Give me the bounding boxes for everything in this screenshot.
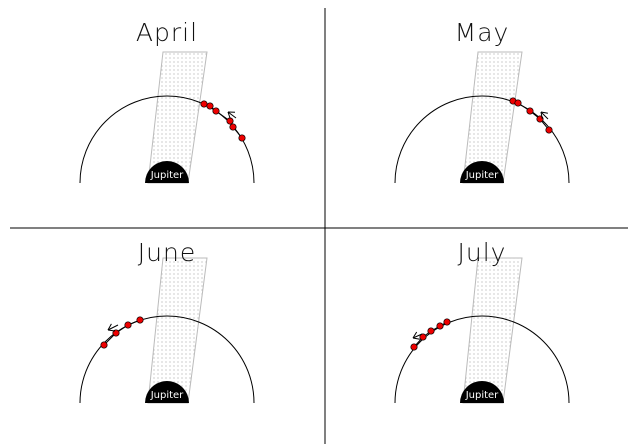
- arrow-head: [107, 323, 112, 331]
- moon-dot: [545, 126, 553, 134]
- arrow: [412, 333, 423, 339]
- moon-dot: [112, 329, 120, 337]
- moon-dot: [229, 123, 237, 131]
- jupiter-label: Jupiter: [465, 170, 499, 181]
- arrow: [107, 324, 119, 331]
- moon-dot: [206, 102, 214, 110]
- arrow: [227, 111, 237, 119]
- moon-dot: [200, 100, 208, 108]
- moon-dot: [226, 117, 234, 125]
- shadow-band: [462, 257, 523, 404]
- jupiter: [460, 161, 504, 183]
- orbit: [394, 95, 570, 184]
- jupiter: [145, 381, 189, 403]
- moon-dot: [238, 134, 246, 142]
- shadow-band: [147, 51, 208, 184]
- arrow-head: [540, 111, 548, 114]
- panel: Jupiter June: [79, 238, 255, 404]
- panel: Jupiter April: [79, 18, 255, 184]
- arrow: [540, 111, 549, 120]
- jupiter: [460, 381, 504, 403]
- panel: Jupiter July: [394, 238, 570, 404]
- panel-title: May: [455, 18, 510, 47]
- jupiter-label: Jupiter: [465, 390, 499, 401]
- arrow-head: [107, 329, 116, 332]
- moon-dot: [100, 341, 108, 349]
- moon-dot: [410, 343, 418, 351]
- moon-dot: [136, 316, 144, 324]
- moon-dot: [526, 107, 534, 115]
- arrow-head: [412, 337, 420, 340]
- panel-title: June: [138, 238, 196, 267]
- jupiter-label: Jupiter: [150, 390, 184, 401]
- jupiter-label: Jupiter: [150, 170, 184, 181]
- moon-dot: [419, 333, 427, 341]
- moon-dot: [124, 321, 132, 329]
- shadow-band: [147, 257, 208, 404]
- shadow-band: [462, 51, 523, 184]
- panel-title: April: [136, 18, 198, 47]
- moon-dot: [436, 322, 444, 330]
- panel: Jupiter May: [394, 18, 570, 184]
- moon-dot: [427, 327, 435, 335]
- panel-title: July: [458, 238, 507, 267]
- orbit: [79, 95, 255, 184]
- jupiter: [145, 161, 189, 183]
- orbit: [79, 315, 255, 404]
- orbit: [394, 315, 570, 404]
- moon-dot: [443, 318, 451, 326]
- moon-dot: [212, 107, 220, 115]
- arrow-head: [412, 331, 418, 339]
- moon-dot: [514, 99, 522, 107]
- arrow-head: [227, 111, 231, 119]
- arrow-head: [540, 111, 543, 119]
